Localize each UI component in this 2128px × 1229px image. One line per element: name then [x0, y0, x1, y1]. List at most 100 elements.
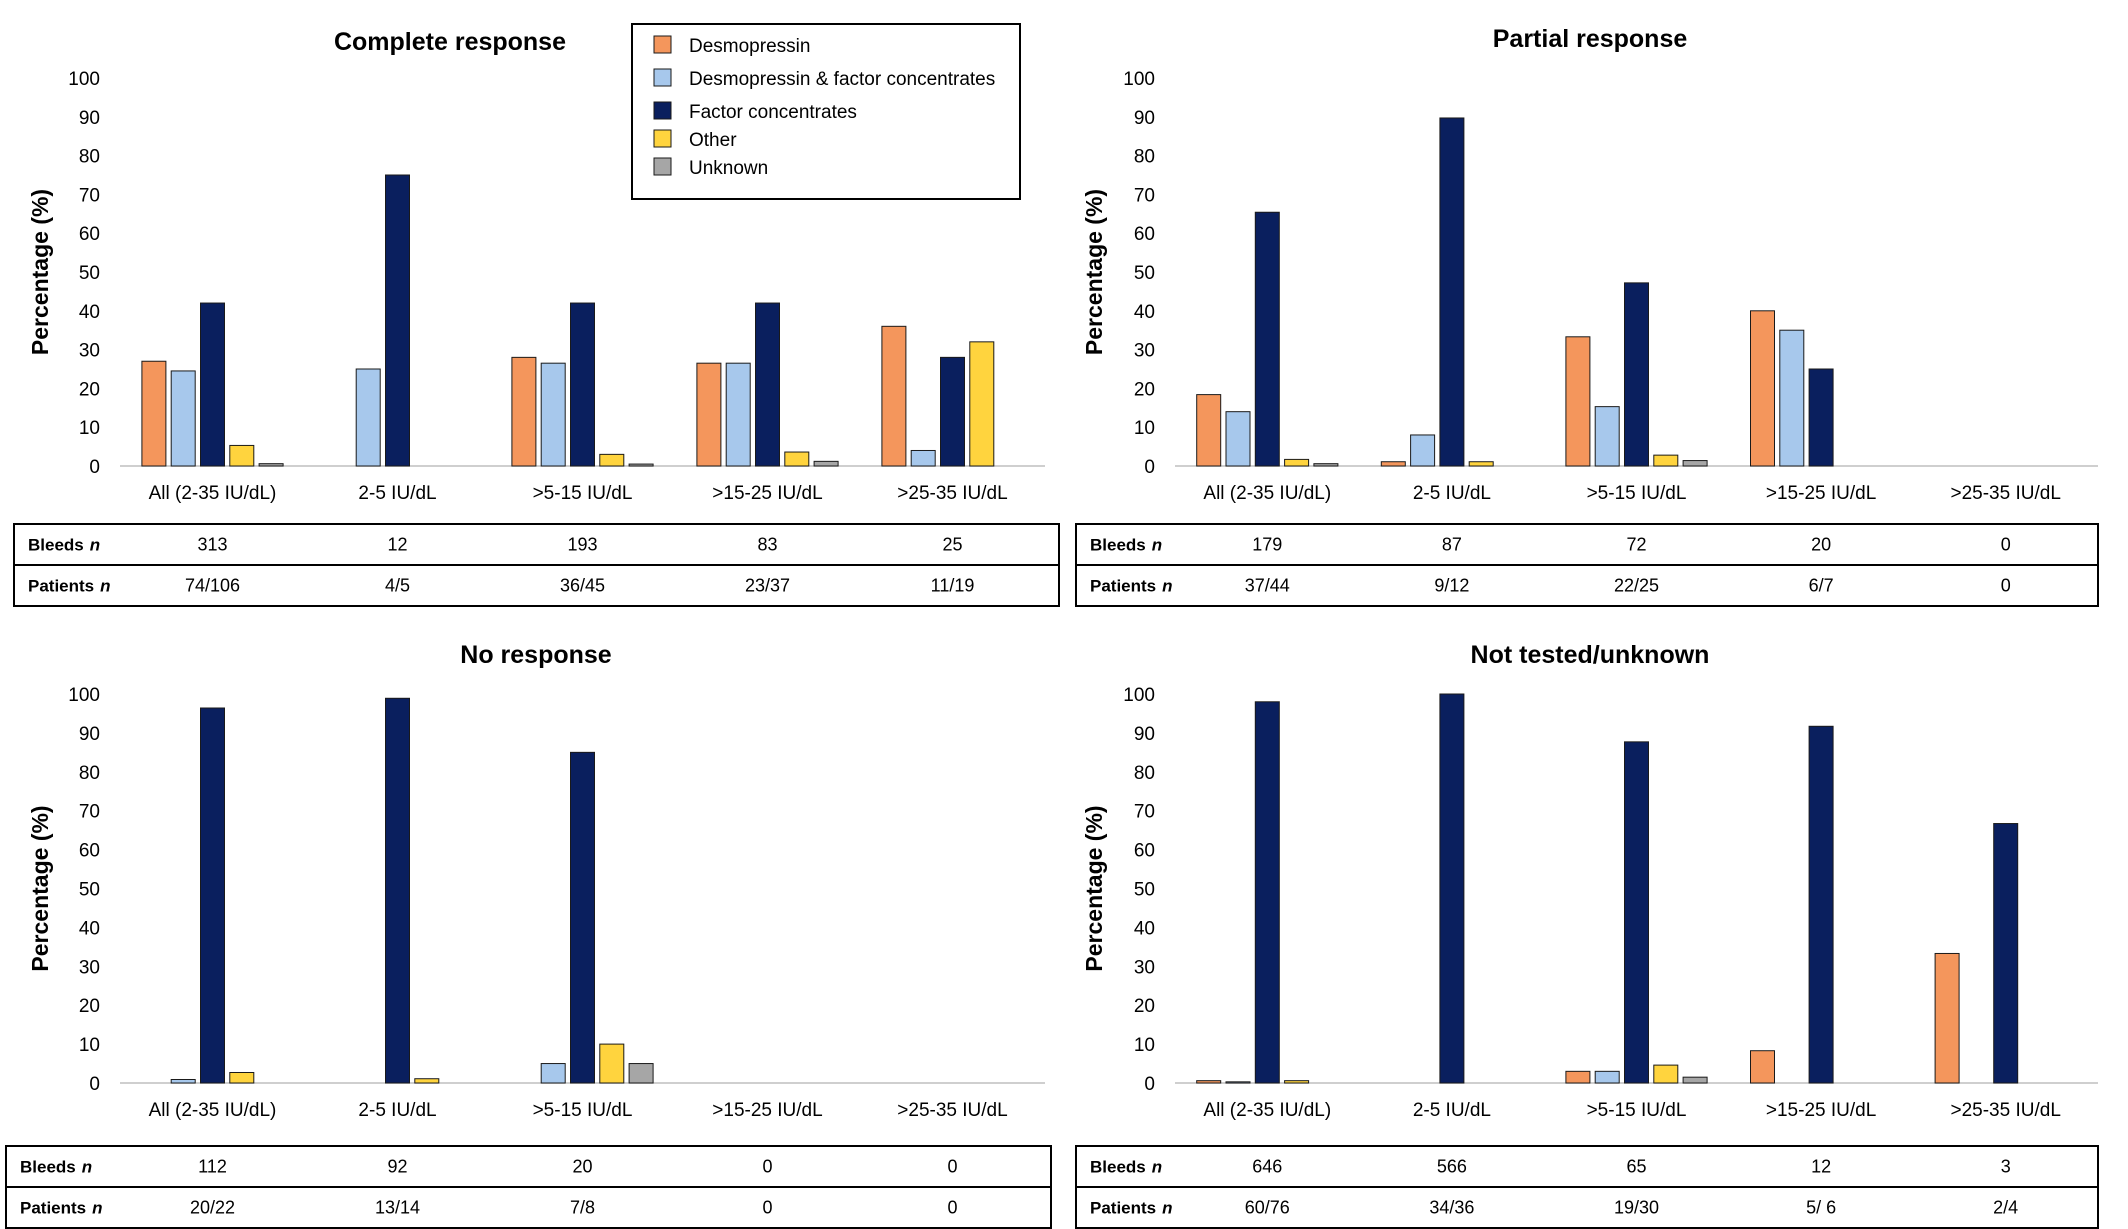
- y-tick-label: 40: [79, 302, 100, 323]
- table-cell: 112: [198, 1157, 227, 1177]
- table-row-label: Patients n: [20, 1199, 103, 1218]
- chart-panel-2: Partial response Percentage (%) 0 10 20 30 40 5…: [1075, 25, 2099, 607]
- table-row-label-text: Patients: [28, 577, 94, 596]
- table-row-label: Patients n: [28, 577, 111, 596]
- y-tick-label: 0: [89, 1074, 100, 1095]
- x-tick-label: All (2-35 IU/dL): [149, 1100, 277, 1121]
- bar-3-1: [200, 302, 225, 467]
- table-row-label-n: n: [92, 1199, 102, 1218]
- table-cell: 65: [1626, 1157, 1646, 1177]
- table-cell: 19/30: [1614, 1198, 1659, 1218]
- chart-panel-3: No response Percentage (%) 0 10 20 30 40 50 60 70…: [5, 641, 1052, 1229]
- bar-3-3: [570, 302, 595, 467]
- y-tick-label: 90: [79, 724, 100, 745]
- x-tick-label: >15-25 IU/dL: [1766, 1100, 1876, 1121]
- y-axis-label: Percentage (%): [1081, 189, 1107, 355]
- y-tick-label: 30: [1134, 341, 1155, 362]
- legend-box: [631, 23, 1021, 200]
- y-tick-label: 80: [1134, 147, 1155, 168]
- table-row-label-text: Patients: [1090, 577, 1156, 596]
- x-tick-label: 2-5 IU/dL: [358, 483, 436, 504]
- table-row-label: Bleeds n: [1090, 536, 1162, 555]
- y-tick-label: 70: [79, 185, 100, 206]
- table-cell: 7/8: [570, 1198, 595, 1218]
- table-row-label: Bleeds n: [28, 536, 100, 555]
- y-tick-label: 30: [79, 341, 100, 362]
- table-cell: 313: [197, 535, 227, 555]
- y-tick-label: 60: [79, 841, 100, 862]
- y-tick-label: 90: [1134, 724, 1155, 745]
- bar-5-1: [1313, 463, 1339, 467]
- table-cell: 92: [387, 1157, 407, 1177]
- y-tick-label: 10: [1134, 418, 1155, 439]
- bar-4-1: [229, 444, 255, 467]
- table-row-label-n: n: [1162, 1199, 1172, 1218]
- y-tick-label: 80: [1134, 763, 1155, 784]
- bar-2-1: [1225, 411, 1251, 467]
- bar-2-2: [355, 368, 381, 467]
- bar-2-3: [540, 362, 566, 467]
- bar-4-5: [969, 341, 995, 467]
- table-cell: 0: [947, 1157, 957, 1177]
- table-cell: 0: [2001, 576, 2011, 596]
- chart-title: No response: [460, 641, 612, 669]
- bar-3-2: [1439, 693, 1465, 1084]
- table-cell: 20: [1811, 535, 1831, 555]
- table-cell: 9/12: [1434, 576, 1469, 596]
- table-row-label-text: Bleeds: [1090, 1158, 1146, 1177]
- table-cell: 34/36: [1429, 1198, 1474, 1218]
- y-tick-label: 90: [79, 108, 100, 129]
- bar-1-4: [696, 362, 722, 467]
- bar-1-5: [1934, 952, 1960, 1084]
- y-tick-label: 60: [1134, 224, 1155, 245]
- y-tick-label: 50: [1134, 880, 1155, 901]
- legend-swatch-1: [653, 35, 672, 54]
- x-tick-label: >25-35 IU/dL: [897, 483, 1007, 504]
- table-cell: 3: [2001, 1157, 2011, 1177]
- y-tick-label: 90: [1134, 108, 1155, 129]
- y-tick-label: 40: [79, 918, 100, 939]
- y-tick-label: 60: [1134, 841, 1155, 862]
- y-tick-label: 20: [79, 379, 100, 400]
- table-cell: 0: [2001, 535, 2011, 555]
- y-tick-label: 40: [1134, 918, 1155, 939]
- table-row-label-n: n: [90, 536, 100, 555]
- bar-3-3: [1624, 741, 1649, 1084]
- table-cell: 13/14: [375, 1198, 420, 1218]
- bar-2-1: [1225, 1081, 1251, 1084]
- y-axis-label: Percentage (%): [27, 189, 53, 355]
- chart-panel-4: Not tested/unknown Percentage (%) 0 10 20 30 4…: [1075, 641, 2099, 1229]
- legend-swatch-5: [653, 157, 672, 176]
- table-row-label: Bleeds n: [20, 1158, 92, 1177]
- bar-2-1: [170, 370, 196, 467]
- bar-2-3: [1594, 406, 1620, 467]
- table-row-label-n: n: [82, 1158, 92, 1177]
- table-cell: 25: [942, 535, 962, 555]
- table-row-label-text: Bleeds: [20, 1158, 76, 1177]
- bar-4-3: [1653, 1064, 1679, 1084]
- y-tick-label: 50: [79, 263, 100, 284]
- legend-swatch-4: [653, 129, 672, 148]
- bar-5-3: [1682, 1076, 1708, 1084]
- table-cell: 0: [762, 1157, 772, 1177]
- bar-3-3: [1624, 282, 1649, 467]
- bar-3-4: [755, 302, 780, 467]
- y-tick-label: 100: [68, 69, 100, 90]
- y-tick-label: 100: [68, 685, 100, 706]
- table-cell: 83: [757, 535, 777, 555]
- chart-title: Partial response: [1493, 25, 1688, 53]
- legend-label-5: Unknown: [689, 158, 768, 179]
- bar-3-1: [1254, 701, 1280, 1084]
- bar-1-1: [141, 360, 167, 467]
- legend-label-1: Desmopressin: [689, 36, 810, 57]
- table-cell: 5/ 6: [1806, 1198, 1836, 1218]
- bar-4-3: [1653, 454, 1679, 467]
- bar-5-1: [258, 463, 284, 467]
- bar-3-2: [385, 697, 410, 1084]
- x-tick-label: >25-35 IU/dL: [1951, 1100, 2061, 1121]
- table-cell: 72: [1626, 535, 1646, 555]
- table-row-label-text: Bleeds: [28, 536, 84, 555]
- table-cell: 566: [1437, 1157, 1467, 1177]
- y-tick-label: 20: [79, 996, 100, 1017]
